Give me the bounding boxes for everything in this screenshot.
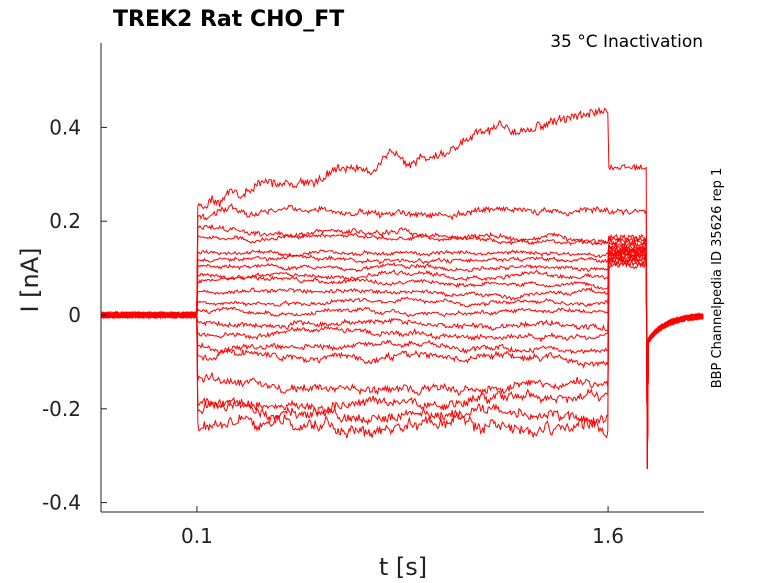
current-trace-series [101, 254, 704, 464]
current-trace-series [100, 249, 704, 462]
y-tick-label: -0.2 [42, 397, 81, 421]
y-tick-label: 0.4 [49, 115, 81, 139]
current-trace-series [100, 252, 704, 462]
current-trace-series [100, 261, 704, 466]
x-axis-ticks: 0.1 1.6 [181, 506, 624, 548]
current-trace-series [100, 245, 704, 464]
chart-subtitle: 35 °C Inactivation [550, 32, 703, 52]
current-trace-series [101, 242, 704, 469]
x-tick-label: 0.1 [181, 524, 213, 548]
y-axis-ticks: -0.4 -0.2 0 0.2 0.4 [42, 115, 107, 515]
current-trace-series [100, 252, 704, 462]
current-trace-series [101, 256, 704, 462]
current-trace-series [101, 232, 704, 462]
y-axis-label: I [nA] [16, 247, 44, 312]
current-traces [100, 106, 704, 470]
current-trace-series [101, 255, 704, 466]
current-trace-series [100, 249, 704, 461]
current-trace-series [100, 240, 704, 469]
x-axis-label: t [s] [379, 553, 427, 581]
current-trace-series [101, 203, 704, 464]
y-tick-label: 0 [68, 303, 81, 327]
current-trace-series [100, 238, 704, 470]
chart-title: TREK2 Rat CHO_FT [113, 7, 344, 32]
current-trace-series [100, 245, 704, 461]
current-trace-series [100, 106, 704, 466]
x-tick-label: 1.6 [592, 524, 624, 548]
current-trace-series [100, 223, 704, 466]
y-tick-label: 0.2 [49, 209, 81, 233]
current-trace-series [100, 259, 704, 468]
y-tick-label: -0.4 [42, 491, 81, 515]
channelpedia-id-note: BBP Channelpedia ID 35626 rep 1 [710, 168, 725, 389]
current-trace-series [101, 247, 704, 461]
current-trace-series [101, 247, 704, 462]
